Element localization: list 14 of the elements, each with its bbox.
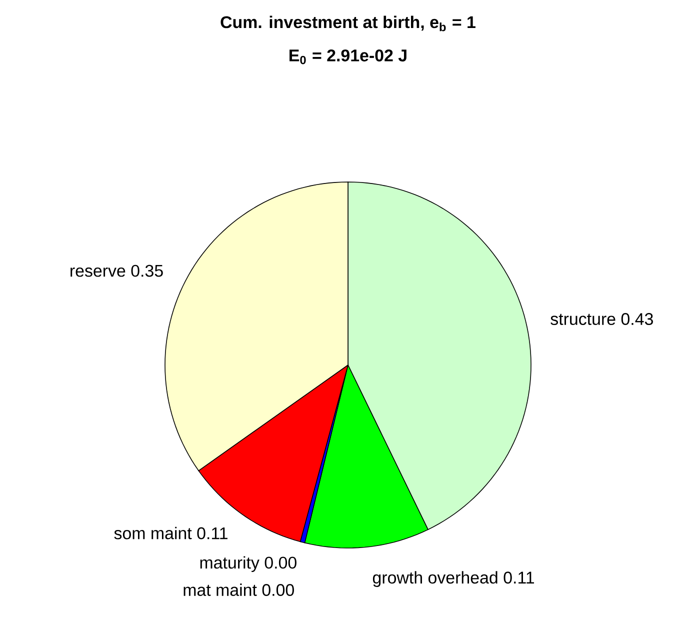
chart-title: Cum. investment at birth, e$_{b}$ = 1 [220, 16, 476, 32]
slice-label: growth overhead [372, 571, 498, 587]
data-label: 0.35 [131, 264, 163, 277]
data-label: 0.00 [262, 584, 294, 596]
category-label: maturity [200, 556, 260, 572]
data-label: 0.11 [504, 572, 534, 584]
data-label: 0.11 [197, 527, 228, 540]
slice-label: structure [550, 314, 616, 326]
slice-label: reserve [70, 268, 126, 277]
text: 0.00 [264, 556, 296, 569]
slice-label: som maint [114, 526, 192, 540]
data-label: 0.43 [621, 313, 653, 326]
slice-label: mat maint [184, 584, 257, 596]
chart-subtitle: E$_{0}$ = 2.91e-02 J [290, 49, 406, 64]
